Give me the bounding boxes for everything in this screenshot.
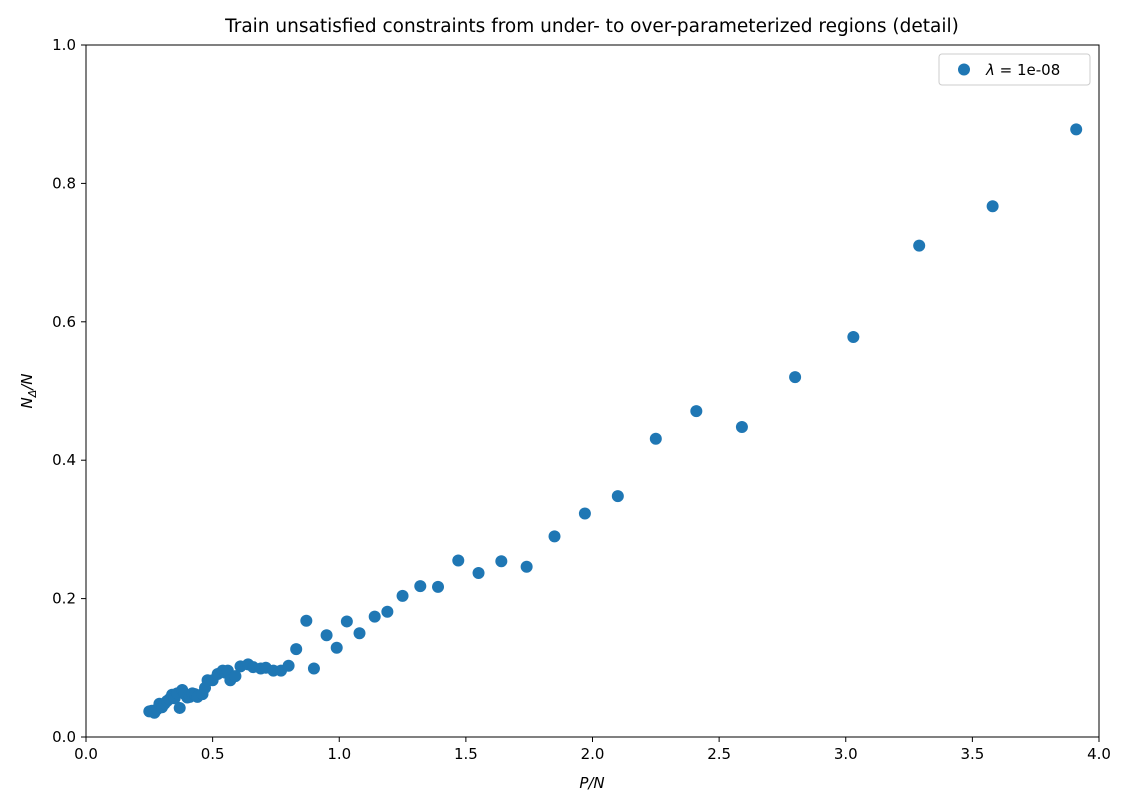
y-axis-label-tail: /N [18,373,36,391]
x-tick-label: 3.0 [834,745,858,763]
data-point [520,560,533,573]
legend-label: λ = 1e-08 [985,61,1060,79]
data-point [548,530,561,543]
y-tick-label: 1.0 [52,36,76,54]
data-point [381,605,394,618]
data-point [452,554,465,567]
y-axis-label: NΔ/N [18,373,39,408]
x-tick-label: 2.5 [707,745,731,763]
data-point [649,432,662,445]
y-axis-label-subscript: Δ [26,390,39,399]
data-point [847,331,860,344]
data-point [1070,123,1083,136]
x-tick-label: 0.0 [74,745,98,763]
x-axis-label: P/N [579,774,604,792]
data-point [414,580,427,593]
x-tick-label: 1.0 [327,745,351,763]
data-point [690,405,703,418]
y-tick-label: 0.8 [52,174,76,192]
chart-title: Train unsatisfied constraints from under… [224,16,959,37]
legend-lambda-symbol: λ [985,61,995,79]
x-tick-label: 2.0 [581,745,605,763]
data-point [396,589,409,602]
legend: λ = 1e-08 [938,53,1091,86]
data-point [229,670,242,683]
y-axis-ticks: 0.0 0.2 0.4 0.6 0.8 1.0 [52,36,86,746]
y-tick-label: 0.6 [52,313,76,331]
x-tick-label: 1.5 [454,745,478,763]
data-point [353,627,366,640]
data-point [789,371,802,384]
data-point [307,662,320,675]
data-point [300,614,313,627]
data-point [578,507,591,520]
y-tick-label: 0.2 [52,590,76,608]
data-point [986,200,999,213]
x-axis-ticks: 0.0 0.5 1.0 1.5 2.0 2.5 3.0 3.5 4.0 [74,737,1111,763]
data-point [282,659,295,672]
legend-marker [958,63,970,76]
y-tick-label: 0.0 [52,728,76,746]
plot-frame [85,44,1100,738]
x-tick-label: 0.5 [201,745,225,763]
y-tick-label: 0.4 [52,451,76,469]
y-axis-label-main: N [18,397,36,408]
data-point [320,629,333,642]
data-point [290,643,303,656]
data-point [611,490,624,503]
data-point [735,420,748,433]
x-tick-label: 4.0 [1087,745,1111,763]
data-point [340,615,353,628]
data-point [495,555,508,568]
data-point [913,239,926,252]
data-point [368,610,381,623]
data-points [143,123,1083,719]
data-point [432,580,445,593]
x-tick-label: 3.5 [960,745,984,763]
legend-lambda-value: = 1e-08 [995,61,1060,79]
data-point [173,701,186,714]
legend-box [938,53,1091,86]
data-point [472,567,485,579]
data-point [330,641,343,654]
